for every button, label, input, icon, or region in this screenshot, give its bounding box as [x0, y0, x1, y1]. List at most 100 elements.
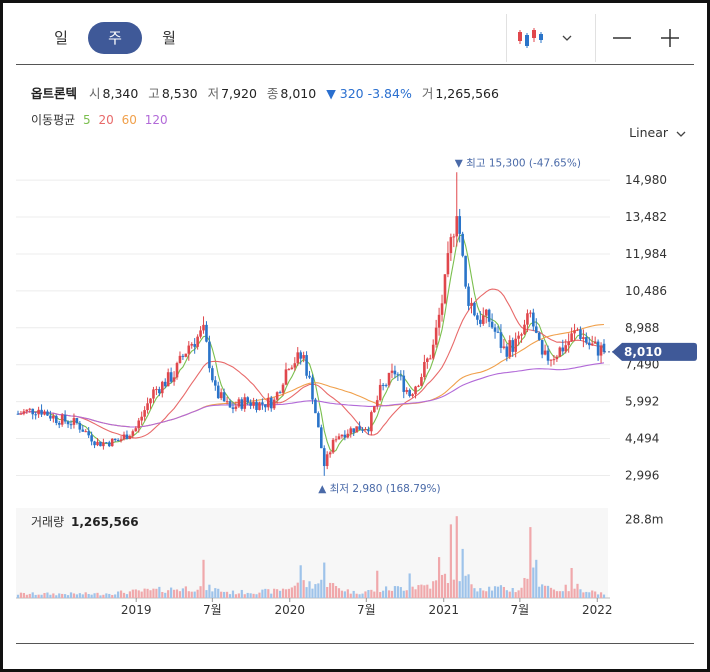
ma-legend-5[interactable]: 5 — [83, 113, 91, 127]
candle-down — [228, 401, 232, 408]
candle-up — [202, 324, 205, 331]
volume-bar — [225, 591, 229, 598]
toolbar-divider — [506, 14, 507, 62]
volume-bar — [508, 591, 511, 598]
volume-bar — [46, 592, 49, 598]
volume-bar — [258, 592, 261, 598]
candle-down — [561, 347, 565, 352]
candle-up — [178, 355, 182, 364]
candle-down — [208, 341, 211, 369]
candle-up — [370, 412, 373, 432]
candle-down — [255, 401, 258, 410]
candle-up — [582, 337, 585, 340]
close-value: 8,010 — [280, 86, 317, 101]
candle-up — [523, 324, 526, 335]
volume-bar — [84, 592, 87, 598]
plus-icon — [661, 29, 679, 47]
zoom-in-button[interactable] — [648, 14, 692, 62]
candle-up — [373, 406, 376, 413]
candle-up — [405, 390, 409, 392]
zoom-out-button[interactable] — [596, 14, 648, 62]
candle-down — [216, 385, 220, 399]
volume-bar — [340, 590, 344, 598]
volume-bar — [414, 589, 417, 598]
volume-bar — [40, 594, 43, 598]
volume-bar — [278, 590, 282, 598]
low-label: 저 — [207, 86, 220, 101]
candle-up — [37, 409, 40, 415]
volume-bar — [597, 594, 600, 598]
candle-up — [60, 414, 64, 425]
candle-up — [152, 389, 155, 399]
candle-up — [149, 398, 152, 404]
volume-bar — [538, 586, 541, 598]
candle-up — [414, 386, 417, 395]
candle-up — [426, 358, 429, 362]
candle-up — [593, 341, 597, 344]
ma-legend-60[interactable]: 60 — [121, 113, 137, 127]
volume-bar — [305, 587, 308, 598]
volume-bar — [429, 588, 432, 598]
ma-legend-120[interactable]: 120 — [144, 113, 168, 127]
candle-up — [43, 411, 46, 415]
candle-up — [284, 369, 288, 385]
candle-up — [543, 350, 547, 355]
current-price-label: 8,010 — [624, 345, 662, 359]
open-value: 8,340 — [102, 86, 139, 101]
chart-type-button[interactable] — [507, 14, 553, 62]
scale-dropdown[interactable]: Linear — [629, 125, 686, 140]
close-label: 종 — [266, 86, 279, 101]
volume-bar — [579, 589, 582, 598]
candle-up — [102, 442, 105, 447]
volume-bar — [334, 586, 338, 598]
volume-bar — [535, 559, 538, 598]
volume-bar — [93, 593, 96, 598]
x-tick-label: 2020 — [274, 603, 305, 617]
candle-up — [437, 314, 441, 328]
volume-bar — [264, 588, 267, 598]
candle-down — [358, 426, 361, 430]
candle-up — [275, 392, 279, 400]
volume-bar — [567, 591, 570, 598]
volume-bar — [355, 593, 358, 598]
volume-bar — [140, 591, 143, 598]
candle-down — [320, 427, 323, 449]
volume-bar — [485, 591, 488, 598]
volume-bar — [111, 594, 114, 598]
candle-up — [187, 345, 191, 354]
volume-bar — [37, 594, 40, 598]
candle-up — [290, 367, 294, 370]
volume-bar — [217, 588, 220, 598]
volume-bar — [396, 586, 399, 598]
volume-bar — [420, 584, 423, 598]
volume-bar — [64, 594, 67, 598]
tab-weekly[interactable]: 주 — [88, 22, 142, 54]
tab-monthly[interactable]: 월 — [162, 29, 176, 47]
volume-bar — [411, 586, 414, 598]
volume-bar — [376, 570, 379, 598]
candle-up — [564, 345, 568, 352]
scale-label: Linear — [629, 125, 669, 140]
candle-up — [225, 401, 229, 403]
candle-down — [464, 255, 467, 287]
chart-type-dropdown[interactable] — [553, 14, 581, 62]
volume-bar — [541, 584, 544, 598]
tab-daily[interactable]: 일 — [54, 29, 68, 47]
candle-down — [305, 355, 308, 376]
volume-bar — [461, 548, 464, 598]
candle-down — [367, 429, 370, 432]
candle-up — [417, 385, 420, 387]
candle-down — [105, 442, 108, 444]
chevron-down-icon — [676, 131, 686, 137]
open-label: 시 — [89, 86, 101, 101]
volume-bar — [352, 590, 355, 598]
candle-up — [420, 377, 423, 386]
ma-legend-20[interactable]: 20 — [98, 113, 114, 127]
volume-bar — [358, 594, 361, 598]
volume-bar — [402, 590, 405, 598]
volume-bar — [87, 594, 90, 598]
volume-bar — [588, 592, 591, 598]
candle-down — [458, 216, 462, 234]
